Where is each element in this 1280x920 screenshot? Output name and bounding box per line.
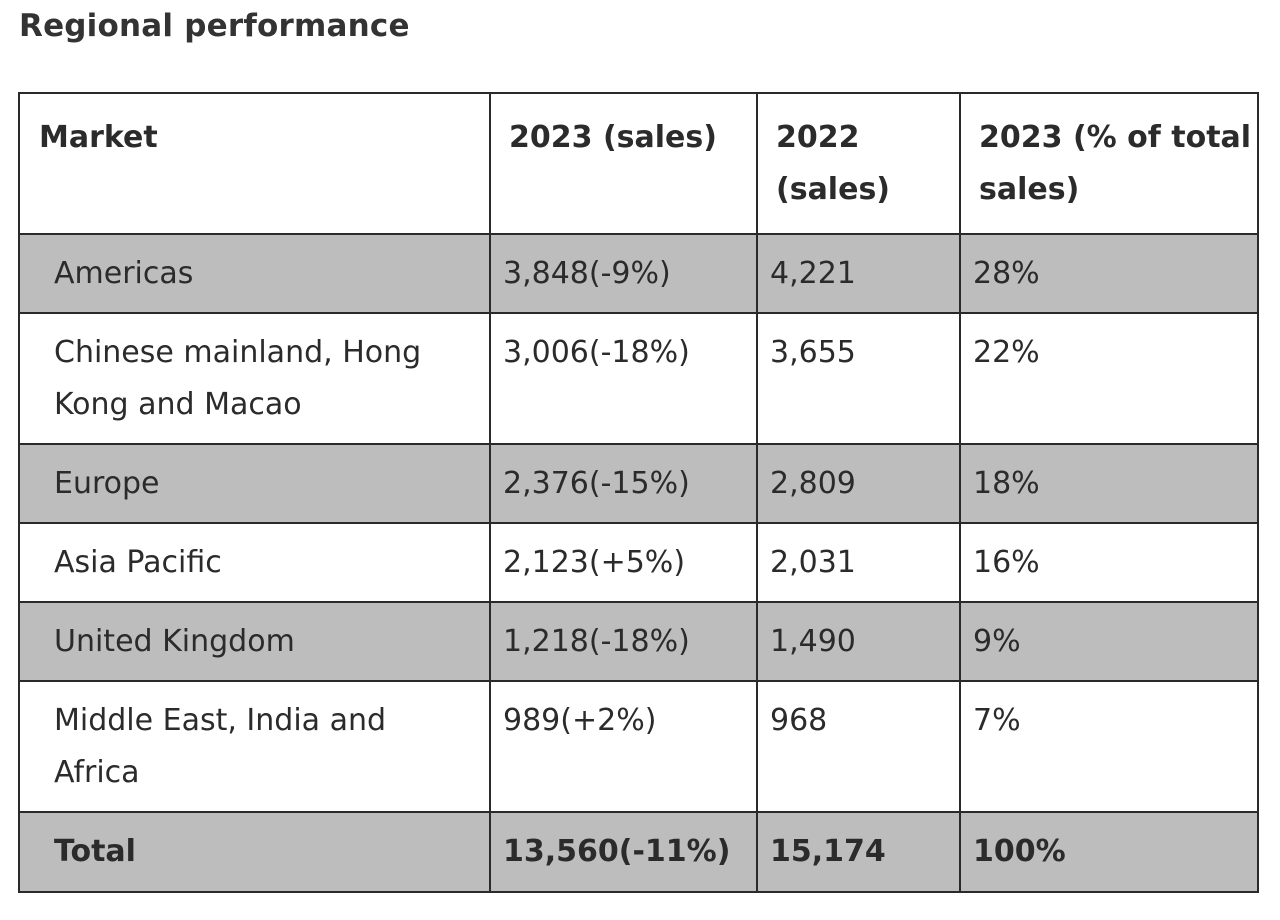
column-header-2022-sales: 2022 (sales) bbox=[756, 92, 961, 235]
column-header-2023-sales: 2023 (sales) bbox=[489, 92, 758, 235]
cell-2023-sales: 3,006(-18%) bbox=[489, 312, 758, 445]
cell-2022-sales: 3,655 bbox=[756, 312, 961, 445]
table-row: United Kingdom 1,218(-18%) 1,490 9% bbox=[18, 601, 1259, 682]
cell-2023-sales: 3,848(-9%) bbox=[489, 233, 758, 314]
table-row: Middle East, India and Africa 989(+2%) 9… bbox=[18, 680, 1259, 813]
cell-market: Asia Pacific bbox=[18, 522, 491, 603]
cell-2023-share: 9% bbox=[959, 601, 1259, 682]
cell-total-2023-sales: 13,560(-11%) bbox=[489, 811, 758, 893]
cell-2023-sales: 989(+2%) bbox=[489, 680, 758, 813]
cell-2023-share: 28% bbox=[959, 233, 1259, 314]
cell-total-2022-sales: 15,174 bbox=[756, 811, 961, 893]
cell-2023-sales: 1,218(-18%) bbox=[489, 601, 758, 682]
cell-market: United Kingdom bbox=[18, 601, 491, 682]
cell-2023-sales: 2,123(+5%) bbox=[489, 522, 758, 603]
regional-performance-table: Market 2023 (sales) 2022 (sales) 2023 (%… bbox=[18, 92, 1259, 893]
cell-2023-share: 16% bbox=[959, 522, 1259, 603]
total-row: Total 13,560(-11%) 15,174 100% bbox=[18, 811, 1259, 893]
cell-total-label: Total bbox=[18, 811, 491, 893]
column-header-2023-share: 2023 (% of total sales) bbox=[959, 92, 1259, 235]
table-row: Asia Pacific 2,123(+5%) 2,031 16% bbox=[18, 522, 1259, 603]
cell-2022-sales: 2,809 bbox=[756, 443, 961, 524]
cell-2022-sales: 4,221 bbox=[756, 233, 961, 314]
cell-2022-sales: 1,490 bbox=[756, 601, 961, 682]
table-row: Europe 2,376(-15%) 2,809 18% bbox=[18, 443, 1259, 524]
cell-2022-sales: 968 bbox=[756, 680, 961, 813]
page-title: Regional performance bbox=[19, 8, 410, 44]
cell-2023-sales: 2,376(-15%) bbox=[489, 443, 758, 524]
cell-market: Europe bbox=[18, 443, 491, 524]
cell-market: Middle East, India and Africa bbox=[18, 680, 491, 813]
table-row: Americas 3,848(-9%) 4,221 28% bbox=[18, 233, 1259, 314]
cell-2022-sales: 2,031 bbox=[756, 522, 961, 603]
cell-2023-share: 7% bbox=[959, 680, 1259, 813]
table-header-row: Market 2023 (sales) 2022 (sales) 2023 (%… bbox=[18, 92, 1259, 235]
table-row: Chinese mainland, Hong Kong and Macao 3,… bbox=[18, 312, 1259, 445]
cell-market: Chinese mainland, Hong Kong and Macao bbox=[18, 312, 491, 445]
column-header-market: Market bbox=[18, 92, 491, 235]
cell-2023-share: 18% bbox=[959, 443, 1259, 524]
cell-market: Americas bbox=[18, 233, 491, 314]
cell-2023-share: 22% bbox=[959, 312, 1259, 445]
cell-total-2023-share: 100% bbox=[959, 811, 1259, 893]
